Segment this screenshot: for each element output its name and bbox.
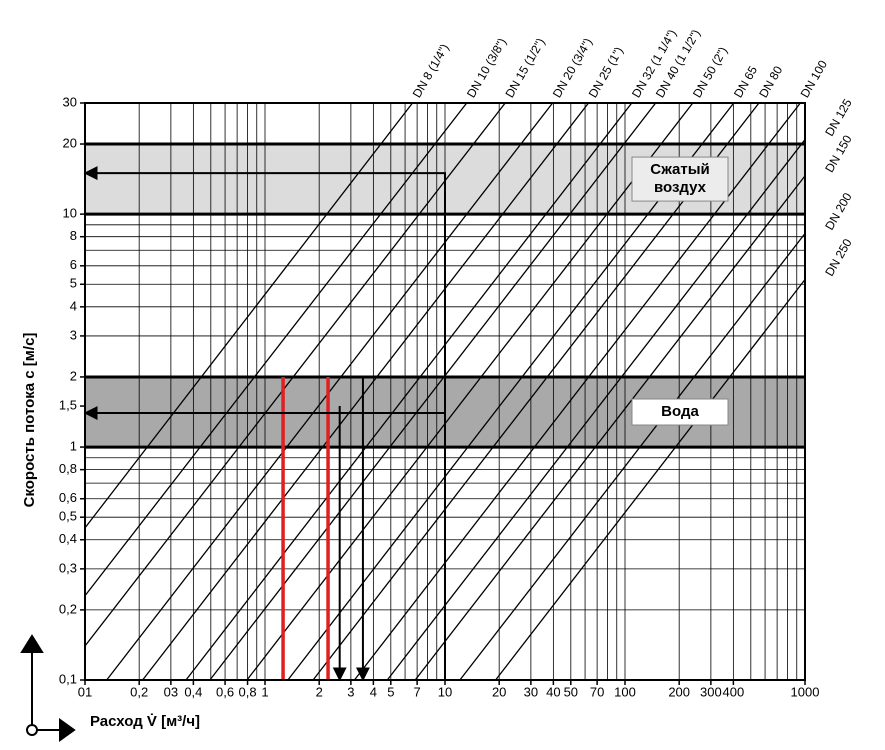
x-tick-label: 20 [492, 684, 506, 699]
x-tick-label: 1000 [791, 684, 820, 699]
x-tick-label: 400 [723, 684, 745, 699]
pipe-line [84, 102, 468, 597]
y-tick-label: 0,6 [59, 490, 77, 505]
y-tick-label: 1 [70, 439, 77, 454]
x-tick-label: 10 [438, 684, 452, 699]
y-tick-label: 0,5 [59, 509, 77, 524]
x-axis-title: Расход V̇ [м³/ч] [90, 713, 200, 730]
pipe-line [414, 175, 806, 681]
x-tick-label: 7 [414, 684, 421, 699]
pipe-label: DN 50 (2") [690, 44, 730, 100]
x-tick-label: 2 [316, 684, 323, 699]
pipe-label: DN 65 [731, 63, 760, 100]
pipe-line [459, 233, 806, 681]
x-tick-label: 03 [164, 684, 178, 699]
x-tick-label: 50 [564, 684, 578, 699]
pipe-label: DN 25 (1") [586, 44, 626, 100]
x-tick-label: 1 [261, 684, 268, 699]
y-tick-label: 20 [63, 135, 77, 150]
y-tick-label: 2 [70, 368, 77, 383]
y-tick-label: 4 [70, 298, 77, 313]
y-tick-label: 5 [70, 276, 77, 291]
y-axis-title: Скорость потока c [м/с] [21, 333, 38, 508]
pipe-label: DN 125 [822, 96, 855, 139]
pipe-line [246, 102, 694, 681]
y-tick-label: 6 [70, 257, 77, 272]
x-tick-label: 0,2 [130, 684, 148, 699]
x-tick-label: 5 [387, 684, 394, 699]
pipe-label: DN 250 [822, 236, 855, 279]
plot-frame [84, 102, 806, 681]
pipe-line [386, 139, 806, 681]
x-tick-label: 3 [347, 684, 354, 699]
pipe-line [84, 102, 506, 647]
y-tick-label: 8 [70, 228, 77, 243]
pipe-line [142, 102, 590, 681]
band-label: воздух [654, 179, 707, 196]
x-tick-label: 0,4 [184, 684, 202, 699]
y-tick-label: 0,2 [59, 601, 77, 616]
band-label: Вода [661, 403, 699, 420]
y-tick-label: 0,8 [59, 461, 77, 476]
pipe-label: DN 10 (3/8") [464, 36, 509, 100]
pipe-label: DN 100 [798, 58, 831, 101]
y-tick-label: 1,5 [59, 397, 77, 412]
y-tick-label: 0,1 [59, 671, 77, 686]
y-tick-label: 30 [63, 94, 77, 109]
x-tick-label: 0,6 [216, 684, 234, 699]
x-tick-label: 30 [524, 684, 538, 699]
pipe-label: DN 200 [822, 190, 855, 233]
y-tick-label: 0,3 [59, 560, 77, 575]
pipe-label: DN 150 [822, 132, 855, 175]
band-label-box [631, 398, 729, 426]
y-tick-label: 0,4 [59, 531, 77, 546]
y-tick-label: 3 [70, 327, 77, 342]
guide-arrow [83, 406, 446, 680]
pipe-line [495, 279, 806, 681]
pipe-label: DN 8 (1/4") [410, 41, 452, 100]
y-tick-label: 10 [63, 206, 77, 221]
x-tick-label: 40 [546, 684, 560, 699]
pipe-label: DN 80 [756, 63, 785, 100]
band-label: Сжатый [650, 161, 710, 178]
x-tick-label: 4 [370, 684, 377, 699]
pipe-line [185, 102, 633, 681]
axis-icon [20, 634, 76, 742]
x-tick-label: 100 [614, 684, 636, 699]
pipe-label: DN 15 (1/2") [502, 36, 547, 100]
x-tick-label: 200 [668, 684, 690, 699]
x-tick-label: 300 [700, 684, 722, 699]
x-tick-label: 01 [78, 684, 92, 699]
x-tick-label: 70 [590, 684, 604, 699]
x-tick-label: 0,8 [239, 684, 257, 699]
band-label-box [631, 156, 729, 202]
